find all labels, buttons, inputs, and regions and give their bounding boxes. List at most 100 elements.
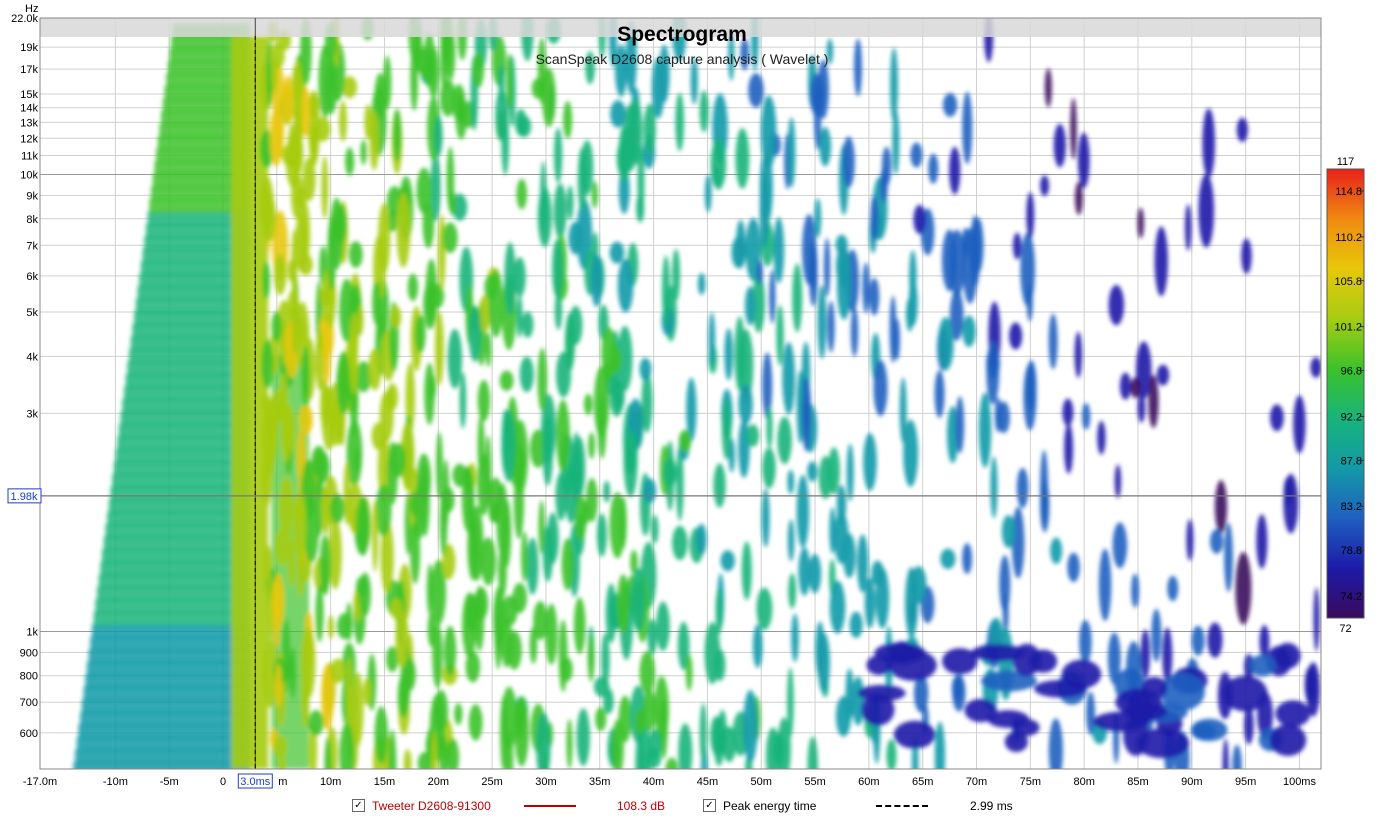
- heat-cell: [125, 373, 250, 388]
- heat-cell: [315, 584, 324, 643]
- heat-cell: [166, 73, 250, 88]
- cursor[interactable]: 1.98k 3.0ms: [7, 18, 1321, 789]
- heat-cell: [1256, 514, 1268, 569]
- heat-cell: [360, 139, 367, 165]
- heat-cell: [1108, 284, 1125, 326]
- heat-cell: [282, 75, 294, 124]
- heat-cell: [817, 632, 830, 694]
- heat-cell: [850, 307, 859, 357]
- y-axis-unit: Hz: [25, 3, 38, 15]
- heat-cell: [1130, 377, 1141, 399]
- heat-cell: [108, 499, 250, 514]
- heat-cell: [127, 361, 250, 376]
- heat-cell: [672, 525, 688, 561]
- heat-cell: [417, 47, 433, 78]
- heat-cell: [690, 57, 698, 105]
- x-tick-label: 45m: [697, 776, 718, 788]
- heat-cell: [554, 127, 563, 184]
- heat-cell: [913, 204, 926, 234]
- heat-cell: [465, 592, 478, 633]
- heat-cell: [808, 247, 818, 307]
- y-tick-label: 19k: [20, 42, 38, 54]
- y-tick-label: 12k: [20, 133, 38, 145]
- heat-cell: [1274, 642, 1301, 669]
- heat-cell: [627, 430, 638, 472]
- heat-cell: [986, 341, 1000, 405]
- y-axis-ticks: 22.0k 19k 17k 15k 14k 13k 12k 11k 10k 9k 8k 7k 6k 5k 4…: [11, 13, 38, 740]
- heat-cell: [809, 73, 825, 117]
- heat-cell: [1136, 728, 1190, 759]
- heat-cell: [934, 370, 945, 419]
- heat-cell: [1224, 522, 1233, 593]
- heat-cell: [949, 289, 964, 341]
- heat-cell: [1249, 654, 1276, 677]
- heat-cell: [1112, 522, 1128, 569]
- heat-cell: [724, 328, 733, 381]
- heat-cell: [934, 721, 946, 769]
- heat-cell: [307, 89, 321, 163]
- heat-cell: [1048, 313, 1058, 370]
- heat-cell: [521, 531, 528, 582]
- heatmap-area: [73, 18, 1321, 769]
- heat-cell: [553, 183, 567, 239]
- heat-cell: [156, 148, 250, 163]
- series-2-value: 2.99 ms: [970, 799, 1013, 813]
- cursor-x-readout-box: [237, 773, 273, 789]
- heat-cell: [308, 709, 324, 736]
- heat-cell: [643, 478, 657, 504]
- heat-cell: [875, 567, 890, 629]
- heat-cell: [631, 567, 646, 632]
- heat-cell: [275, 529, 289, 566]
- heat-cell: [426, 563, 434, 616]
- x-tick-label: 15m: [374, 776, 395, 788]
- heat-cell: [564, 312, 576, 371]
- heat-cell: [566, 185, 574, 221]
- series-1-swatch: [524, 805, 576, 807]
- heat-cell: [928, 153, 939, 184]
- heat-cell: [1270, 404, 1284, 432]
- heat-cell: [1202, 108, 1216, 178]
- series-2-checkbox[interactable]: ✓: [703, 799, 716, 812]
- heat-cell: [467, 515, 480, 581]
- y-tick-label: 3k: [26, 408, 38, 420]
- heat-cell: [336, 613, 353, 640]
- heat-cell: [1053, 123, 1066, 168]
- heat-cell: [748, 73, 764, 108]
- heat-cell: [595, 707, 607, 732]
- series-1-checkbox[interactable]: ✓: [352, 799, 365, 812]
- heat-cell: [100, 561, 250, 576]
- heat-cell: [881, 146, 892, 186]
- heat-cell: [962, 91, 973, 165]
- heat-cell: [1009, 322, 1023, 350]
- y-tick-label: 4k: [26, 351, 38, 363]
- heat-cell: [609, 345, 622, 373]
- heat-cell: [869, 277, 880, 316]
- y-tick-label: 900: [20, 647, 38, 659]
- colorbar-max-label: 117: [1337, 156, 1355, 168]
- heat-cell: [1012, 643, 1042, 677]
- heat-cell: [1151, 608, 1162, 662]
- heat-cell: [516, 294, 523, 338]
- heat-cell: [1156, 364, 1170, 386]
- y-tick-label: 11k: [21, 151, 38, 163]
- heat-cell: [788, 573, 797, 609]
- x-tick-label: -10m: [103, 776, 128, 788]
- heat-cell: [88, 649, 250, 664]
- series-1-value: 108.3 dB: [617, 799, 666, 813]
- heat-cell: [400, 421, 415, 492]
- heat-cell: [446, 738, 460, 769]
- heat-cell: [1214, 480, 1228, 534]
- heat-cell: [910, 142, 923, 168]
- heat-cell: [526, 537, 539, 595]
- heat-cell: [1235, 552, 1252, 625]
- heat-cell: [870, 195, 879, 242]
- heat-cell: [404, 658, 416, 691]
- heat-cell: [641, 371, 653, 433]
- heat-cell: [577, 147, 587, 213]
- heat-cell: [590, 253, 603, 307]
- heat-cell: [835, 696, 852, 737]
- heat-cell: [873, 360, 888, 417]
- heat-cell: [96, 586, 250, 601]
- colorbar-gradient: [1326, 168, 1365, 619]
